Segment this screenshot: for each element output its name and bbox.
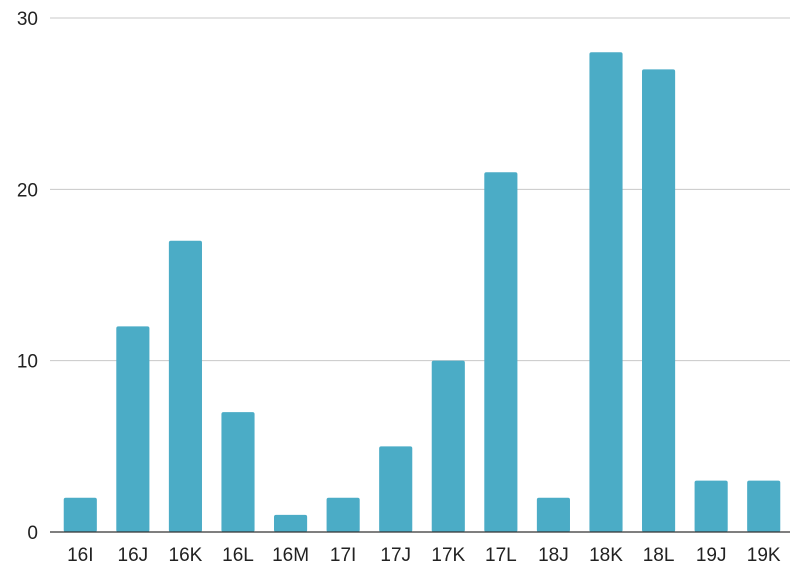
bar-19K xyxy=(747,480,781,532)
x-tick-label-16M: 16M xyxy=(272,545,309,566)
bar-16M xyxy=(274,514,308,532)
bar-19J xyxy=(694,480,728,532)
y-tick-label-30: 30 xyxy=(17,9,38,30)
x-axis-tick-labels: 16I 16J 16K 16L 16M 17I 17J 17K 17L 18J 18K 18L 19J 1… xyxy=(67,545,781,566)
x-tick-label-16J: 16J xyxy=(118,545,149,566)
bars xyxy=(63,52,781,533)
bar-17I xyxy=(326,497,360,532)
x-tick-label-18K: 18K xyxy=(589,545,623,566)
bar-16L xyxy=(221,412,255,532)
x-tick-label-19K: 19K xyxy=(747,545,781,566)
grid-lines xyxy=(50,17,790,362)
y-tick-label-20: 20 xyxy=(17,180,38,201)
x-tick-label-16L: 16L xyxy=(222,545,254,566)
bar-17J xyxy=(379,446,413,532)
bar-17K xyxy=(431,360,465,532)
x-tick-label-18L: 18L xyxy=(643,545,675,566)
bar-18L xyxy=(642,69,676,533)
bar-16J xyxy=(116,326,150,532)
y-tick-label-10: 10 xyxy=(17,352,38,373)
bar-18K xyxy=(589,52,623,533)
bar-16I xyxy=(63,497,97,532)
bar-16K xyxy=(168,240,202,532)
bar-17L xyxy=(484,172,518,532)
x-tick-label-17L: 17L xyxy=(485,545,517,566)
y-axis-tick-labels: 0 10 20 30 xyxy=(17,9,38,544)
x-tick-label-19J: 19J xyxy=(696,545,727,566)
y-tick-label-0: 0 xyxy=(27,523,38,544)
x-tick-label-17I: 17I xyxy=(330,545,356,566)
x-tick-label-17K: 17K xyxy=(431,545,465,566)
x-tick-label-18J: 18J xyxy=(538,545,569,566)
x-tick-label-17J: 17J xyxy=(380,545,411,566)
bar-18J xyxy=(536,497,570,532)
x-tick-label-16I: 16I xyxy=(67,545,93,566)
x-tick-label-16K: 16K xyxy=(169,545,203,566)
